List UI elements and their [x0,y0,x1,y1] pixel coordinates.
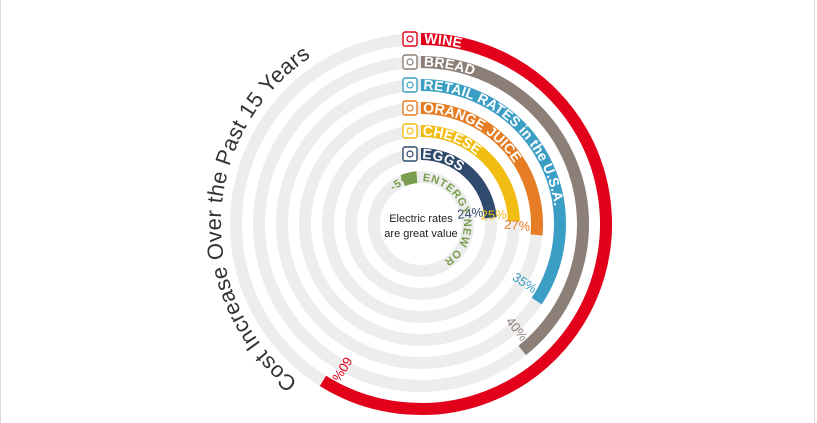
bar-cheese [420,125,520,222]
eggs-icon [402,146,418,162]
value-label-eggs: 24% [457,205,485,222]
bar-eggs [420,148,497,219]
center-text-line-2: are great value [384,228,457,240]
bar-orange-juice [420,102,543,236]
cheese-icon [402,123,418,139]
value-label-cheese: 25% [481,207,508,223]
juice-glass-icon [402,100,418,116]
track-ring-entergy-new-orleans-residential-rates [368,171,474,277]
bar-wine [319,33,612,415]
bar-entergy-new-orleans-residential-rates [400,171,418,187]
shopping-cart-icon [402,77,418,93]
wine-glass-icon [402,31,418,47]
bar-bread [420,56,589,356]
bar-retail-rates-in-the-u-s-a [420,79,566,305]
series-label-bread: BREAD [424,53,478,78]
series-label-wine: WINE [424,30,464,50]
series-label-eggs: EGGS [422,145,468,174]
value-label-orange-juice: 27% [504,217,532,234]
bread-icon [402,54,418,70]
center-text-line-1: Electric rates [389,213,453,225]
